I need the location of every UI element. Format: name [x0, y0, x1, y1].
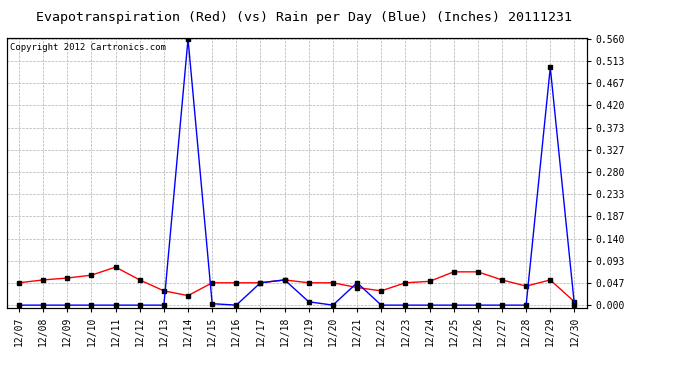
Text: Evapotranspiration (Red) (vs) Rain per Day (Blue) (Inches) 20111231: Evapotranspiration (Red) (vs) Rain per D… [36, 11, 571, 24]
Text: Copyright 2012 Cartronics.com: Copyright 2012 Cartronics.com [10, 43, 166, 52]
